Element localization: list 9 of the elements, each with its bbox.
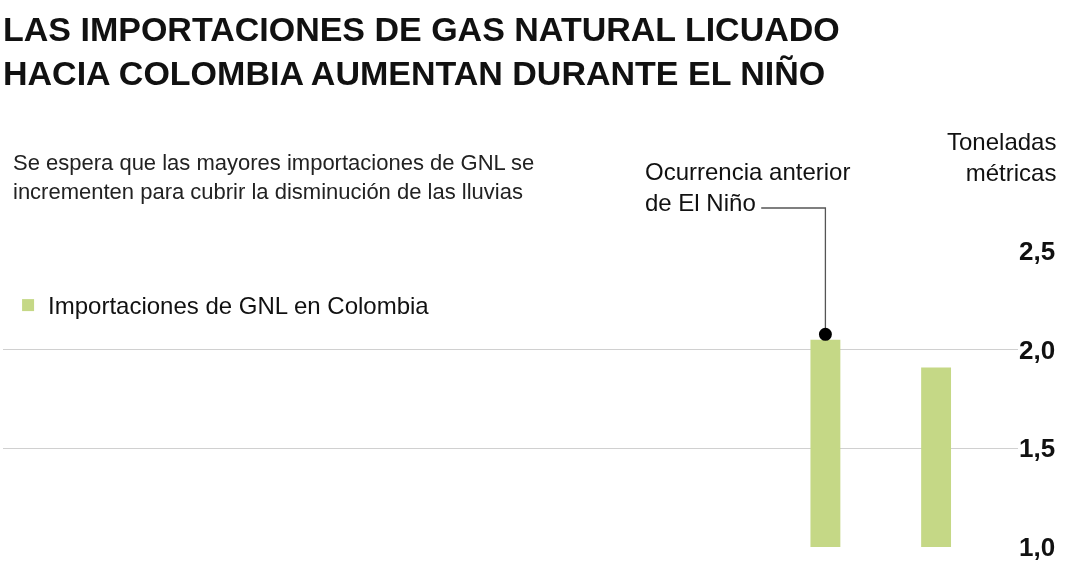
y-axis-title: Toneladas métricas [947,128,1057,187]
y-tick-label: 1,5 [1019,433,1056,464]
legend-label: Importaciones de GNL en Colombia [48,292,430,320]
y-tick-label: 1,0 [1019,532,1056,563]
y-tick-label: 2,0 [1019,334,1056,365]
y-tick-label: 2,5 [1019,236,1056,267]
text: Ocurrencia anterior de El Niño [645,158,851,217]
text: Se espera que las mayores importaciones de GNL se incrementen para cubrir la disminución de las lluvias [13,150,535,204]
text: LAS IMPORTACIONES DE GAS NATURAL LICUADO HACIA COLOMBIA AUMENTAN DURANTE EL NIÑO [3,9,840,93]
